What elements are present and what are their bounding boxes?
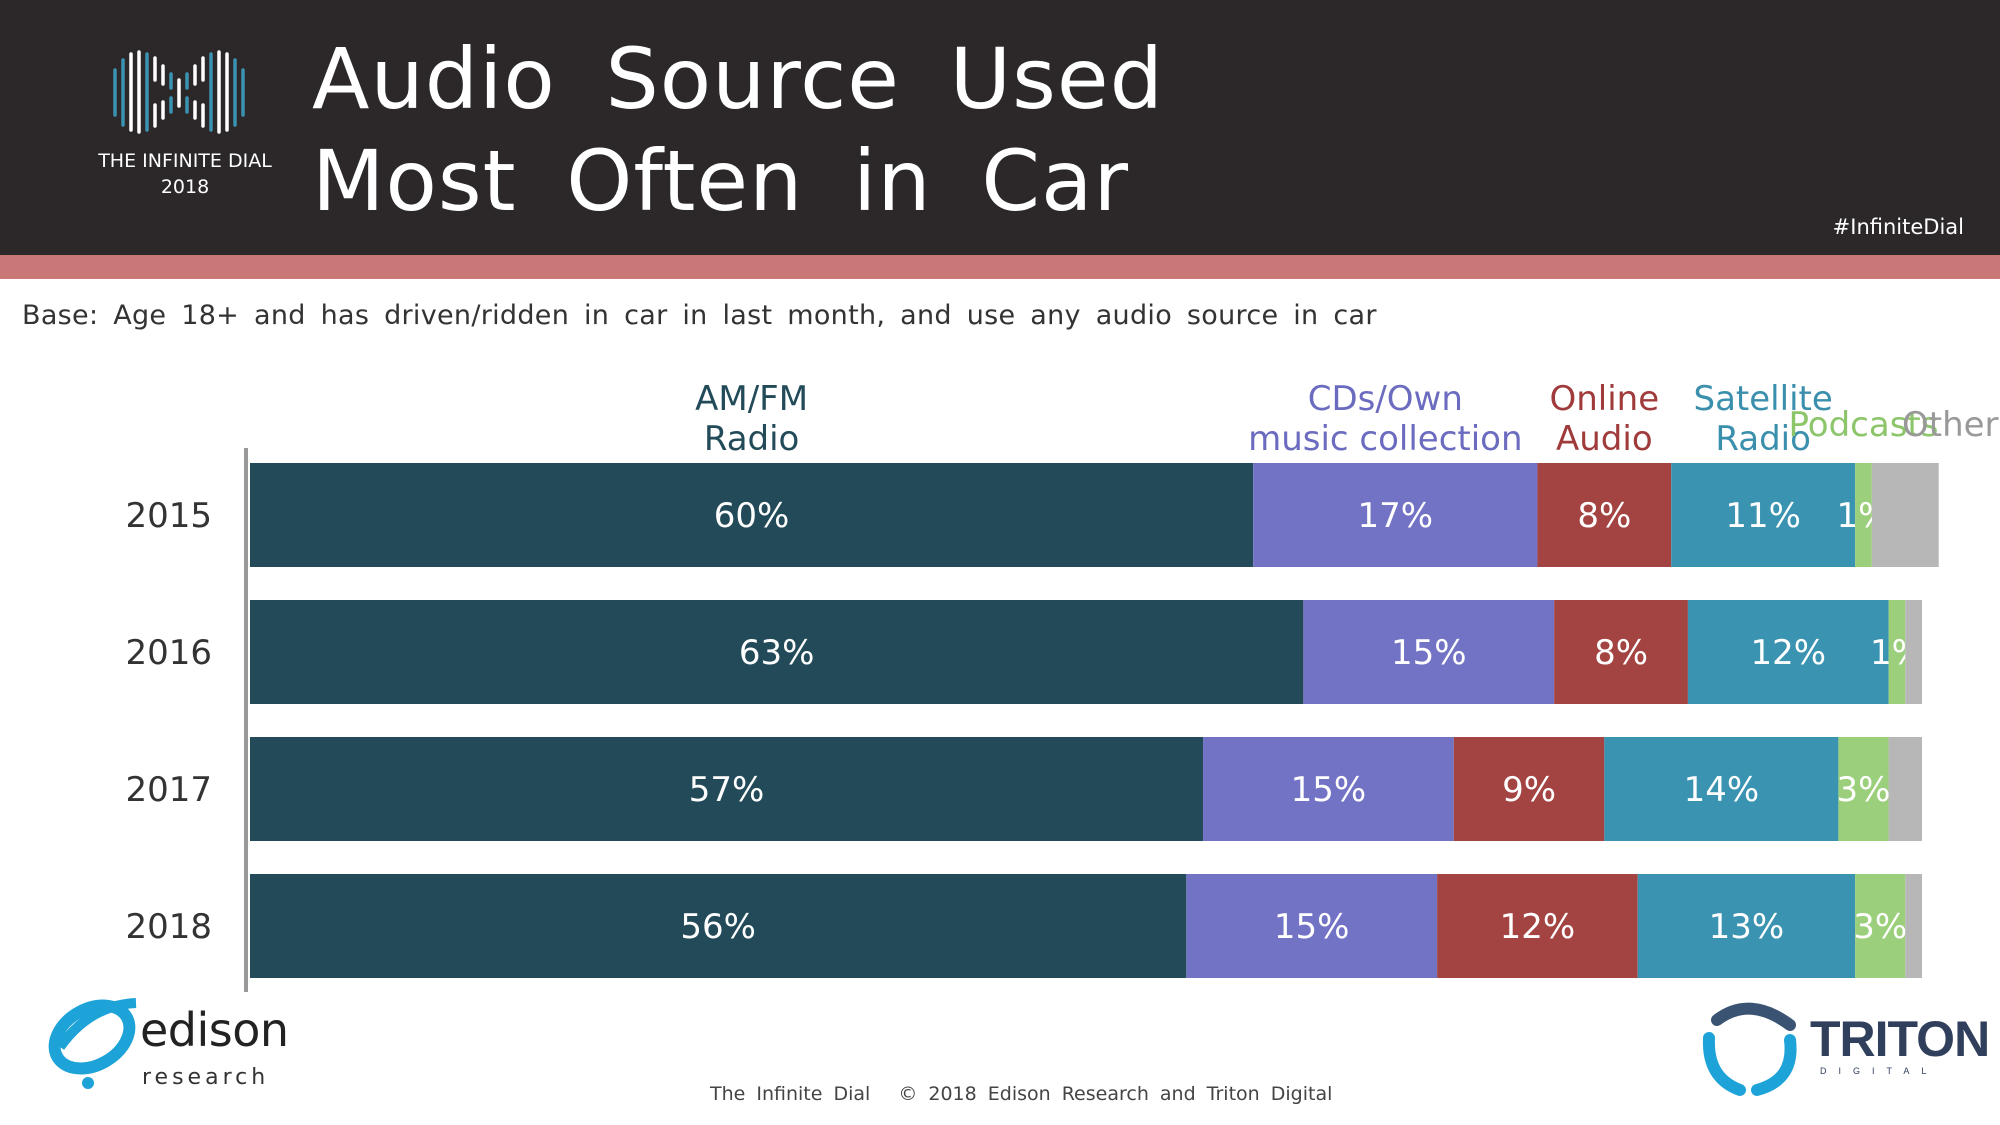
- bar-segment: [1838, 737, 1889, 841]
- bar-segment: [1855, 874, 1906, 978]
- base-note: Base: Age 18+ and has driven/ridden in c…: [22, 300, 1377, 331]
- bar-segment: [1437, 874, 1638, 978]
- data-label: 3%: [1837, 770, 1891, 810]
- bar-segment: [1671, 463, 1856, 567]
- data-label: 15%: [1291, 770, 1367, 810]
- header-banner: THE INFINITE DIAL 2018 Audio Source Used…: [0, 0, 2000, 255]
- infinite-dial-logo: THE INFINITE DIAL 2018: [80, 40, 290, 210]
- data-label: 15%: [1391, 633, 1467, 673]
- bar-segment: [1453, 737, 1605, 841]
- bar-segment: [1253, 463, 1538, 567]
- y-tick-label: 2016: [125, 633, 212, 673]
- triton-logo: TRITON DIGITAL: [1695, 990, 1990, 1100]
- triton-sub: DIGITAL: [1820, 1066, 1939, 1076]
- edison-logo: edison research: [40, 985, 300, 1095]
- data-label: 63%: [739, 633, 815, 673]
- footer-credit: The Infinite Dial © 2018 Edison Research …: [710, 1083, 1332, 1105]
- bar-segment: [1203, 737, 1454, 841]
- series-label: Radio: [704, 419, 800, 459]
- bar-segment: [1905, 874, 1922, 978]
- bar-segment: [250, 600, 1304, 704]
- data-label: 17%: [1358, 496, 1434, 536]
- data-label: 12%: [1750, 633, 1826, 673]
- title-line-1: Audio Source Used: [312, 30, 1164, 128]
- series-label: Audio: [1556, 419, 1653, 459]
- edison-sub: research: [142, 1065, 270, 1090]
- edison-name: edison: [140, 1003, 289, 1057]
- bar-segment: [1554, 600, 1688, 704]
- infinity-wave-icon: [113, 50, 245, 134]
- bar-segment: [1537, 463, 1672, 567]
- data-label: 8%: [1594, 633, 1648, 673]
- data-label: 15%: [1274, 907, 1350, 947]
- data-label: 60%: [714, 496, 790, 536]
- logo-caption: THE INFINITE DIAL 2018: [80, 148, 290, 200]
- series-label: Other: [1902, 405, 1999, 445]
- bar-segment: [1905, 600, 1922, 704]
- logo-line-1: THE INFINITE DIAL: [98, 150, 272, 172]
- series-label: music collection: [1248, 419, 1522, 459]
- data-label: 8%: [1577, 496, 1631, 536]
- series-label: Satellite: [1694, 379, 1833, 419]
- triton-name: TRITON: [1810, 1011, 1990, 1067]
- bar-segment: [1888, 737, 1922, 841]
- bar-segment: [1888, 600, 1906, 704]
- y-tick-label: 2018: [125, 907, 212, 947]
- bar-segment: [1186, 874, 1438, 978]
- bar-segment: [250, 737, 1204, 841]
- stacked-bar-chart: 2015 60% 17% 8% 11% 1%2016 63% 15% 8% 12% 1%2017 57…: [125, 379, 1999, 992]
- triton-ring-icon: [1702, 1002, 1797, 1096]
- data-label: 56%: [680, 907, 756, 947]
- series-label: Online: [1549, 379, 1659, 419]
- bar-segment: [1855, 463, 1872, 567]
- bar-segment: [250, 463, 1254, 567]
- data-label: 13%: [1709, 907, 1785, 947]
- data-label: 57%: [689, 770, 765, 810]
- title-line-2: Most Often in Car: [312, 132, 1129, 230]
- logo-line-2: 2018: [160, 176, 210, 198]
- page-title: Audio Source Used Most Often in Car: [312, 28, 1164, 232]
- bar-segment: [1687, 600, 1889, 704]
- edison-e-icon: [48, 998, 137, 1089]
- data-label: 12%: [1500, 907, 1576, 947]
- series-label: Radio: [1715, 419, 1811, 459]
- series-label: AM/FM: [695, 379, 808, 419]
- data-label: 3%: [1853, 907, 1907, 947]
- data-label: 9%: [1502, 770, 1556, 810]
- bar-segment: [1871, 463, 1939, 567]
- series-label: Podcasts: [1788, 405, 1938, 445]
- bar-segment: [1303, 600, 1555, 704]
- hashtag: #InfiniteDial: [1832, 215, 1964, 239]
- bar-segment: [250, 874, 1187, 978]
- y-tick-label: 2017: [125, 770, 212, 810]
- data-label: 14%: [1684, 770, 1760, 810]
- data-label: 11%: [1725, 496, 1801, 536]
- accent-stripe: [0, 255, 2000, 279]
- y-tick-label: 2015: [125, 496, 212, 536]
- footer-right: © 2018 Edison Research and Triton Digita…: [898, 1083, 1333, 1105]
- bar-segment: [1604, 737, 1839, 841]
- series-label: CDs/Own: [1308, 379, 1463, 419]
- bar-segment: [1637, 874, 1856, 978]
- footer-left: The Infinite Dial: [710, 1083, 871, 1105]
